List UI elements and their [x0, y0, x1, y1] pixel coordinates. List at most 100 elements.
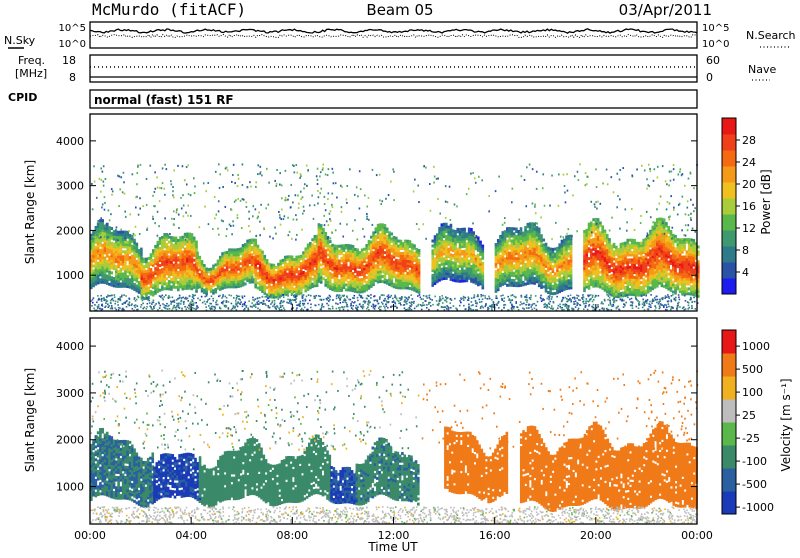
power-cell	[583, 230, 586, 233]
power-cell	[588, 262, 591, 265]
power-cell	[499, 255, 502, 258]
power-cell	[324, 249, 327, 252]
power-cell	[527, 247, 530, 250]
power-cell	[515, 257, 518, 260]
power-cell	[431, 274, 434, 277]
power-cell	[276, 169, 278, 171]
power-cell	[624, 266, 627, 269]
power-cell	[363, 285, 366, 288]
power-cell	[508, 227, 511, 230]
power-cell	[302, 251, 305, 254]
power-cell	[161, 187, 163, 189]
power-cell	[372, 251, 375, 254]
power-cell	[529, 222, 532, 225]
power-cell	[150, 253, 153, 256]
power-cell	[631, 258, 634, 261]
power-cell	[282, 288, 285, 291]
power-cell	[314, 245, 317, 248]
noise-right-label: N.Search	[746, 29, 796, 42]
power-cell	[159, 247, 162, 250]
noise-frame	[90, 22, 697, 48]
power-cell	[654, 222, 657, 225]
power-cell	[688, 292, 691, 295]
power-cell	[608, 238, 611, 241]
power-cell	[159, 289, 162, 292]
power-cell	[365, 281, 368, 284]
power-cell	[522, 232, 525, 235]
power-cell	[302, 213, 304, 215]
power-cell	[246, 240, 249, 243]
power-cell	[259, 249, 262, 252]
power-cell	[273, 264, 276, 267]
power-cell	[322, 277, 325, 280]
power-cell	[304, 247, 307, 250]
power-cell	[611, 274, 614, 277]
power-cell	[123, 172, 125, 174]
freq-tick-left-top: 18	[62, 54, 76, 67]
power-cell	[456, 228, 459, 231]
power-cell	[363, 253, 366, 256]
power-cell	[418, 259, 421, 262]
power-cell	[303, 187, 305, 189]
power-cell	[282, 259, 285, 262]
power-cell	[672, 281, 675, 284]
power-cell	[409, 287, 412, 290]
power-cell	[638, 242, 641, 245]
power-cell	[172, 186, 174, 188]
power-cell	[466, 242, 469, 245]
date-title: 03/Apr/2011	[619, 1, 712, 19]
power-cell	[295, 214, 297, 216]
power-cell	[680, 168, 682, 170]
power-cell	[477, 273, 480, 276]
power-cell	[237, 248, 240, 251]
power-cell	[309, 242, 312, 245]
power-cell	[658, 218, 661, 221]
power-cell	[393, 261, 396, 264]
power-cell	[143, 258, 146, 261]
power-cell	[395, 237, 398, 240]
power-cell	[150, 290, 153, 293]
power-cell	[674, 247, 677, 250]
power-cell	[352, 245, 355, 248]
power-cell	[304, 272, 307, 275]
power-cell	[545, 255, 548, 258]
power-cell	[122, 255, 125, 258]
power-cell	[629, 288, 632, 291]
power-cell	[692, 239, 695, 242]
power-cell	[520, 267, 523, 270]
power-cell	[138, 249, 141, 252]
power-cell	[141, 289, 144, 292]
power-cell	[108, 283, 111, 286]
power-cell	[136, 243, 139, 246]
power-cell	[154, 245, 157, 248]
power-cell	[163, 250, 166, 253]
beam-title: Beam 05	[366, 1, 433, 19]
power-cell	[498, 176, 500, 178]
power-cell	[136, 183, 138, 185]
power-cell	[193, 259, 196, 262]
power-cell	[477, 254, 480, 257]
power-cell	[552, 265, 555, 268]
power-cell	[617, 248, 620, 251]
power-cell	[561, 277, 564, 280]
power-cell	[257, 245, 260, 248]
power-cell	[692, 269, 695, 272]
power-cell	[320, 268, 323, 271]
power-cell	[370, 241, 373, 244]
power-cell	[365, 276, 368, 279]
power-cell	[199, 256, 202, 259]
power-cell	[386, 228, 389, 231]
power-cell	[450, 253, 453, 256]
power-cell	[384, 256, 387, 259]
power-cell	[613, 250, 616, 253]
power-cell	[195, 241, 198, 244]
power-cell	[479, 258, 482, 261]
power-cell	[406, 240, 409, 243]
power-cell	[379, 223, 382, 226]
power-cell	[522, 281, 525, 284]
power-cell	[515, 282, 518, 285]
power-cell	[591, 231, 593, 233]
power-cell	[400, 252, 403, 255]
power-cell	[294, 171, 296, 173]
